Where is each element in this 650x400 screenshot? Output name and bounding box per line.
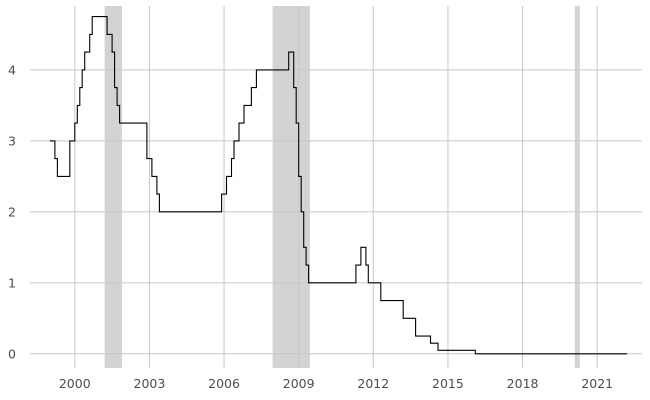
recession-shading xyxy=(104,6,580,368)
x-tick-label-2003: 2003 xyxy=(134,376,166,391)
y-tick-label-2: 2 xyxy=(8,204,16,219)
x-tick-label-2021: 2021 xyxy=(581,376,613,391)
grid xyxy=(30,6,642,368)
x-tick-label-2018: 2018 xyxy=(507,376,539,391)
recession-band-2 xyxy=(574,6,580,368)
series-line-0 xyxy=(49,16,628,355)
tick-labels: 0 1 2 3 4 2000 2003 2006 2009 2012 2015 2018 2021 xyxy=(8,62,613,391)
series-layer xyxy=(49,16,628,355)
y-tick-label-3: 3 xyxy=(8,133,16,148)
x-tick-label-2009: 2009 xyxy=(283,376,315,391)
x-tick-label-2012: 2012 xyxy=(357,376,389,391)
x-tick-label-2006: 2006 xyxy=(208,376,240,391)
recession-band-1 xyxy=(272,6,310,368)
x-tick-label-2000: 2000 xyxy=(59,376,91,391)
x-tick-label-2015: 2015 xyxy=(432,376,464,391)
y-tick-label-4: 4 xyxy=(8,62,16,77)
recession-band-0 xyxy=(104,6,123,368)
y-tick-label-0: 0 xyxy=(8,346,16,361)
y-tick-label-1: 1 xyxy=(8,275,16,290)
